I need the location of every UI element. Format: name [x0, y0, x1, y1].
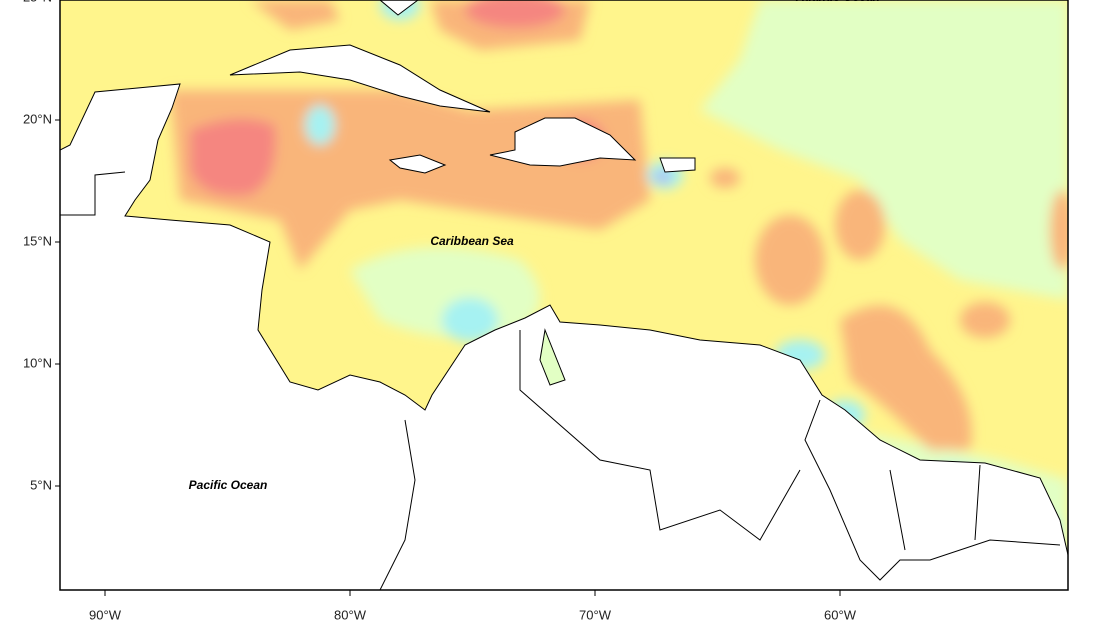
- longitude-label: 70°W: [579, 607, 612, 622]
- place-label: Atlantic Ocean: [795, 0, 880, 4]
- latitude-label: 25°N: [23, 0, 52, 4]
- frame: [59, 0, 1069, 591]
- latitude-label: 5°N: [30, 477, 52, 492]
- latitude-label: 15°N: [23, 233, 52, 248]
- field: [60, 0, 1068, 590]
- latitude-label: 10°N: [23, 355, 52, 370]
- longitude-label: 90°W: [89, 607, 122, 622]
- longitude-label: 80°W: [334, 607, 367, 622]
- latitude-label: 20°N: [23, 111, 52, 126]
- longitude-label: 60°W: [824, 607, 857, 622]
- place-label: Caribbean Sea: [430, 234, 514, 248]
- place-label: Pacific Ocean: [189, 478, 268, 492]
